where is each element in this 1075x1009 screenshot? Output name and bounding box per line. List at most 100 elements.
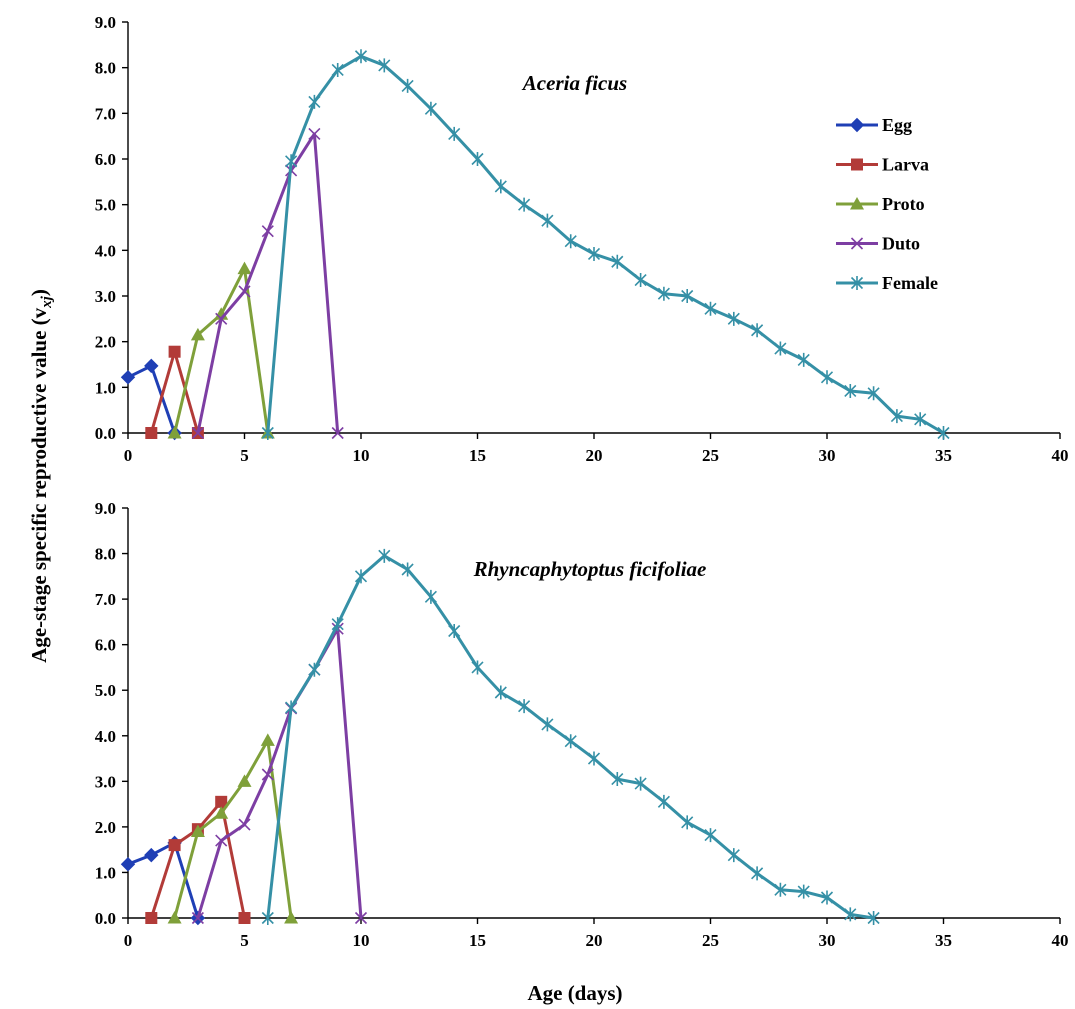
data-point xyxy=(354,569,368,584)
series-female xyxy=(261,49,950,440)
series-larva xyxy=(145,345,204,439)
y-tick-label: 0.0 xyxy=(95,909,116,928)
series-duto xyxy=(191,127,344,440)
data-point xyxy=(471,152,484,166)
data-point xyxy=(681,815,694,830)
data-point xyxy=(215,312,228,325)
legend-label: Egg xyxy=(882,115,912,135)
data-point xyxy=(867,386,880,401)
legend-item-egg: Egg xyxy=(836,115,912,135)
data-point xyxy=(378,548,391,563)
data-point xyxy=(168,345,181,358)
x-tick-label: 35 xyxy=(935,931,952,950)
series-female xyxy=(261,548,880,925)
y-axis-label-subscript: xj xyxy=(39,295,55,309)
y-tick-label: 7.0 xyxy=(95,104,116,123)
series-larva xyxy=(145,795,251,924)
data-point xyxy=(844,383,857,398)
series-duto xyxy=(191,622,368,925)
data-point xyxy=(797,352,810,367)
legend-item-duto: Duto xyxy=(836,234,920,254)
x-tick-label: 25 xyxy=(702,931,719,950)
data-point xyxy=(168,839,181,852)
x-tick-label: 10 xyxy=(353,446,370,465)
y-tick-label: 3.0 xyxy=(95,287,116,306)
y-tick-label: 5.0 xyxy=(95,196,116,215)
y-tick-label: 8.0 xyxy=(95,545,116,564)
x-tick-label: 15 xyxy=(469,446,486,465)
data-point xyxy=(541,717,554,732)
y-tick-label: 9.0 xyxy=(95,13,116,32)
data-point xyxy=(634,776,647,791)
data-point xyxy=(937,426,950,440)
data-point xyxy=(238,285,251,298)
data-point xyxy=(518,699,531,714)
data-point xyxy=(494,179,507,194)
data-point xyxy=(751,866,764,881)
data-point xyxy=(611,772,624,787)
data-point xyxy=(564,734,577,749)
data-point xyxy=(587,751,601,766)
data-point xyxy=(378,58,391,73)
legend-item-larva: Larva xyxy=(836,155,929,175)
x-tick-label: 5 xyxy=(240,446,249,465)
data-point xyxy=(261,911,274,925)
y-tick-label: 9.0 xyxy=(95,499,116,518)
x-tick-label: 30 xyxy=(819,446,836,465)
data-point xyxy=(215,795,228,808)
x-tick-label: 35 xyxy=(935,446,952,465)
data-point xyxy=(727,848,740,863)
data-point xyxy=(120,857,136,872)
x-tick-label: 40 xyxy=(1052,931,1069,950)
data-point xyxy=(424,101,437,116)
y-tick-label: 4.0 xyxy=(95,241,116,260)
data-point xyxy=(261,768,274,781)
data-point xyxy=(237,261,252,275)
data-point xyxy=(820,890,834,905)
series-line-duto xyxy=(196,132,340,434)
legend-marker xyxy=(850,237,864,250)
legend-marker xyxy=(850,276,864,290)
x-tick-label: 25 xyxy=(702,446,719,465)
y-axis-label-close: ) xyxy=(27,289,51,296)
data-point xyxy=(401,78,414,93)
y-tick-label: 4.0 xyxy=(95,727,116,746)
data-point xyxy=(611,254,624,269)
data-point xyxy=(191,426,204,440)
x-tick-label: 20 xyxy=(586,931,603,950)
data-point xyxy=(261,225,274,238)
y-tick-label: 7.0 xyxy=(95,590,116,609)
legend-item-female: Female xyxy=(836,273,938,293)
legend-label: Female xyxy=(882,273,938,293)
data-point xyxy=(657,794,670,809)
legend-marker xyxy=(849,117,865,133)
data-point xyxy=(564,234,577,249)
data-point xyxy=(471,660,484,675)
data-point xyxy=(144,847,159,863)
series-line-larva xyxy=(149,800,246,919)
data-point xyxy=(448,624,461,638)
data-point xyxy=(657,286,670,301)
x-tick-label: 5 xyxy=(240,931,249,950)
data-point xyxy=(890,409,903,424)
y-tick-label: 1.0 xyxy=(95,378,116,397)
x-tick-label: 10 xyxy=(353,931,370,950)
data-point xyxy=(238,818,251,831)
data-point xyxy=(774,341,787,356)
data-point xyxy=(634,273,647,288)
data-point xyxy=(448,126,461,141)
data-point xyxy=(120,370,136,385)
data-point xyxy=(727,311,740,326)
data-point xyxy=(167,426,182,439)
legend-marker xyxy=(851,158,863,171)
data-point xyxy=(797,884,810,899)
legend: Egg Larva Proto Duto Female xyxy=(836,115,938,293)
y-tick-label: 5.0 xyxy=(95,681,116,700)
data-point xyxy=(354,49,368,64)
legend-item-proto: Proto xyxy=(836,194,925,214)
data-point xyxy=(704,301,717,316)
data-point xyxy=(214,806,229,819)
data-point xyxy=(237,774,252,787)
data-point xyxy=(541,213,554,228)
data-point xyxy=(308,662,321,677)
